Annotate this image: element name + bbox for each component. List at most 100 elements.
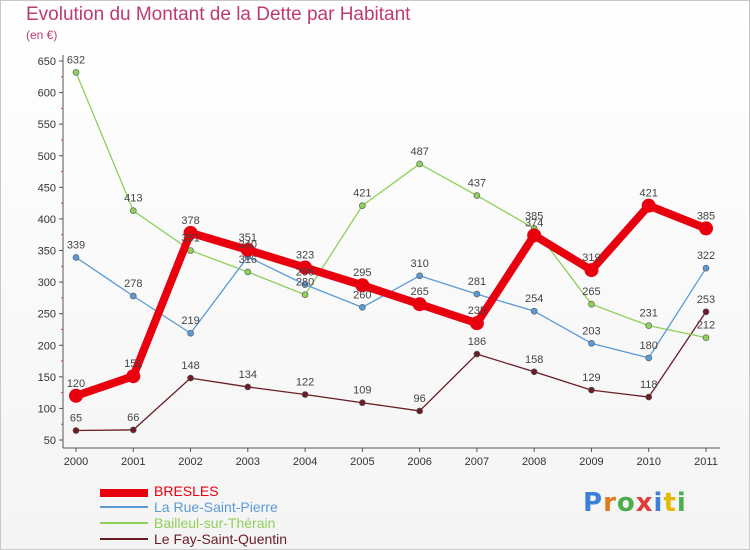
x-tick-label: 2011: [694, 456, 718, 468]
data-point: [240, 242, 255, 257]
x-tick-label: 2004: [293, 456, 317, 468]
y-tick-label: 300: [38, 277, 56, 289]
data-point: [301, 291, 309, 299]
data-point: [126, 369, 141, 384]
data-point: [183, 225, 198, 240]
series-line: [75, 71, 707, 339]
data-label: 134: [239, 369, 257, 381]
data-label: 421: [353, 188, 371, 200]
data-label: 385: [697, 210, 715, 222]
legend-label: BRESLES: [154, 483, 219, 499]
data-label: 254: [525, 293, 543, 305]
data-label: 437: [468, 178, 486, 190]
data-point: [473, 350, 481, 358]
x-tick-label: 2009: [579, 456, 603, 468]
data-point: [588, 340, 595, 347]
data-point: [187, 329, 194, 337]
data-point: [412, 297, 427, 312]
data-point: [527, 228, 542, 243]
legend-swatch: [100, 506, 148, 508]
y-tick-label: 550: [38, 119, 56, 131]
chart-subtitle: (en €): [26, 28, 58, 42]
data-point: [72, 427, 80, 434]
data-point: [416, 272, 423, 280]
logo-letter: t: [663, 488, 677, 518]
legend-label: La Rue-Saint-Pierre: [154, 499, 278, 515]
chart-title: Evolution du Montant de la Dette par Hab…: [26, 4, 411, 25]
data-label: 66: [127, 412, 139, 424]
logo-letter: o: [616, 488, 636, 518]
y-tick-label: 250: [38, 309, 56, 321]
data-label: 120: [67, 378, 85, 390]
data-label: 295: [353, 267, 371, 279]
series-bailleul-sur-th-rain: [72, 69, 710, 341]
y-tick-label: 400: [38, 214, 56, 226]
x-tick-label: 2005: [350, 456, 374, 468]
data-label: 203: [582, 325, 600, 337]
data-label: 385: [525, 210, 543, 222]
data-point: [355, 278, 370, 293]
data-label: 374: [525, 217, 543, 229]
data-point: [359, 399, 366, 407]
data-label: 109: [353, 385, 371, 397]
data-label: 151: [124, 358, 142, 370]
data-label: 253: [697, 294, 715, 306]
data-point: [473, 290, 481, 298]
data-point: [473, 192, 481, 199]
logo-letter: i: [653, 488, 664, 518]
data-point: [469, 316, 484, 331]
data-label: 323: [296, 250, 314, 262]
data-label: 413: [124, 193, 142, 205]
data-point: [187, 374, 194, 382]
data-point: [301, 281, 309, 288]
y-tick-label: 650: [38, 56, 56, 68]
data-point: [416, 407, 423, 415]
y-tick-label: 200: [38, 340, 56, 352]
x-tick-label: 2010: [636, 456, 660, 468]
data-point: [244, 383, 252, 391]
data-label: 351: [239, 232, 257, 244]
x-tick-label: 2007: [465, 456, 489, 468]
data-point: [702, 264, 710, 272]
data-point: [359, 304, 366, 311]
x-tick-label: 2001: [121, 456, 145, 468]
logo-letter: i: [676, 488, 687, 518]
data-point: [129, 426, 137, 434]
logo-letter: r: [603, 488, 617, 518]
legend-label: Bailleul-sur-Thérain: [154, 515, 276, 531]
data-label: 129: [582, 372, 600, 384]
data-label: 96: [414, 393, 426, 405]
data-label: 260: [353, 289, 371, 301]
data-point: [588, 386, 595, 394]
series-bresles: [69, 198, 713, 403]
y-tick-label: 600: [38, 88, 56, 100]
data-label: 148: [181, 360, 199, 372]
y-tick-label: 350: [38, 246, 56, 258]
data-label: 310: [410, 258, 428, 270]
logo-letter: P: [583, 488, 604, 518]
data-label: 235: [468, 305, 486, 317]
data-point: [699, 221, 713, 236]
data-label: 322: [697, 250, 715, 262]
series-line: [75, 256, 707, 359]
data-label: 351: [181, 233, 199, 245]
data-point: [301, 391, 309, 398]
data-point: [645, 393, 653, 401]
data-point: [584, 263, 599, 278]
data-point: [702, 308, 710, 316]
data-label: 378: [181, 215, 199, 227]
data-label: 281: [468, 276, 486, 288]
data-label: 158: [525, 354, 543, 366]
data-point: [588, 300, 595, 308]
series-la-rue-saint-pierre: [72, 253, 710, 362]
data-label: 339: [67, 239, 85, 251]
x-tick-label: 2006: [407, 456, 431, 468]
data-label: 65: [70, 413, 82, 425]
data-label: 180: [640, 340, 658, 352]
data-label: 186: [468, 336, 486, 348]
data-point: [129, 292, 137, 300]
data-label: 118: [640, 379, 658, 391]
y-tick-label: 450: [38, 182, 56, 194]
legend-swatch: [100, 538, 148, 540]
